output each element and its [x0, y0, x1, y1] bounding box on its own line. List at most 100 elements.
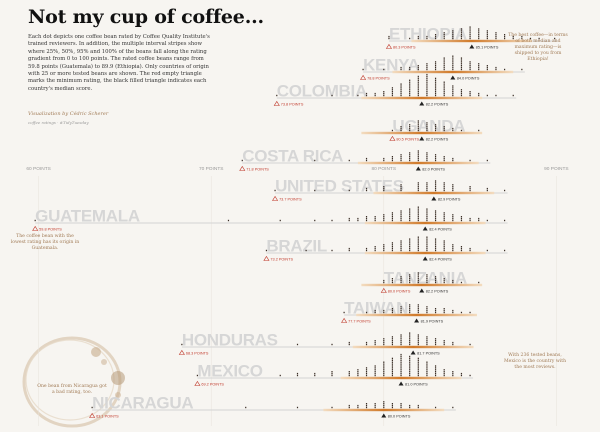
bean-dot: [452, 406, 454, 409]
bean-dot: [383, 404, 385, 407]
bean-dot: [426, 361, 428, 363]
bean-dot: [279, 374, 281, 377]
country-row-uganda: UGANDA 80.5 POINTS 82.2 POINTS: [361, 117, 483, 142]
bean-dot: [426, 240, 428, 242]
median-label: 80.0 POINTS: [388, 415, 411, 419]
bean-dot: [426, 126, 428, 128]
bean-dot: [417, 127, 419, 130]
country-name: NICARAGUA: [92, 394, 193, 413]
bean-dot: [417, 156, 419, 158]
bean-dot: [409, 372, 411, 375]
bean-dot: [409, 152, 411, 154]
bean-dot: [443, 219, 445, 222]
bean-dot: [452, 371, 454, 373]
bean-dot: [374, 404, 376, 407]
bean-dot: [383, 311, 385, 314]
bean-dot: [417, 152, 419, 154]
bean-dot: [434, 240, 437, 242]
bean-dot: [452, 159, 454, 162]
min-label: 78.8 POINTS: [367, 77, 390, 81]
min-triangle: [263, 255, 270, 261]
bean-dot: [443, 32, 445, 34]
bean-dot: [460, 217, 463, 220]
bean-dot: [383, 401, 385, 403]
bean-dot: [443, 156, 445, 158]
bean-dot: [348, 406, 350, 409]
bean-dot: [400, 308, 402, 310]
bean-dot: [478, 63, 480, 65]
median-triangle: [381, 413, 387, 418]
bean-dot: [460, 34, 463, 36]
bean-dot: [314, 374, 316, 377]
bean-dot: [400, 156, 402, 158]
bean-dot: [434, 219, 437, 222]
bean-dot: [409, 87, 411, 89]
bean-dot: [426, 216, 428, 218]
bean-dot: [391, 363, 394, 365]
bean-dot: [400, 353, 402, 356]
min-label: 80.0 POINTS: [388, 290, 411, 294]
bean-dot: [400, 404, 402, 407]
bean-dot: [452, 92, 454, 95]
bean-dot: [400, 186, 402, 188]
bean-dot: [426, 274, 428, 276]
bean-dot: [443, 81, 445, 83]
bean-dot: [426, 341, 428, 344]
bean-dot: [362, 68, 364, 71]
bean-dot: [460, 216, 463, 218]
bean-dot: [434, 279, 437, 282]
min-triangle: [178, 349, 185, 355]
bean-dot: [409, 332, 411, 334]
bean-dot: [417, 83, 419, 85]
bean-dot: [417, 238, 419, 240]
bean-dot: [452, 187, 454, 190]
bean-dot: [452, 189, 454, 192]
bean-dot: [469, 186, 471, 188]
bean-dot: [460, 65, 463, 67]
median-triangle: [414, 318, 420, 323]
bean-dot: [400, 334, 402, 336]
bean-dot: [434, 91, 437, 93]
bean-dot: [426, 35, 428, 38]
bean-dot: [365, 249, 368, 252]
bean-dot: [443, 217, 445, 220]
bean-dot: [400, 127, 402, 130]
bean-dot: [383, 216, 385, 218]
bean-dot: [478, 217, 480, 220]
bean-dot: [400, 92, 402, 95]
median-label: 82.2 POINTS: [426, 103, 449, 107]
bean-dot: [452, 216, 454, 218]
bean-dot: [365, 372, 368, 375]
bean-dot: [383, 340, 385, 342]
interval-stripe: [357, 161, 479, 165]
bean-dot: [452, 309, 454, 312]
bean-dot: [417, 157, 419, 160]
country-row-tanzania: TANZANIA 80.0 POINTS 82.2 POINTS: [361, 269, 483, 294]
interval-stripe: [392, 70, 514, 74]
bean-dot: [391, 336, 394, 338]
bean-dot: [452, 85, 454, 87]
bean-dot: [409, 341, 411, 344]
bean-dot: [452, 68, 454, 71]
bean-dot: [426, 152, 428, 154]
bean-dot: [452, 55, 454, 57]
bean-dot: [374, 341, 376, 344]
bean-dot: [400, 66, 402, 69]
bean-dot: [400, 210, 402, 212]
bean-dot: [426, 247, 428, 250]
bean-dot: [374, 403, 376, 405]
bean-dot: [443, 85, 445, 87]
bean-dot: [434, 214, 437, 216]
bean-dot: [391, 404, 394, 407]
bean-dot: [434, 182, 437, 184]
bean-dot: [409, 217, 411, 220]
bean-dot: [391, 343, 394, 346]
bean-dot: [443, 63, 445, 65]
bean-dot: [383, 249, 385, 252]
bean-dot: [181, 343, 183, 346]
bean-dot: [391, 361, 394, 363]
bean-dot: [469, 66, 471, 69]
bean-dot: [469, 311, 471, 314]
bean-dot: [348, 371, 350, 373]
bean-dot: [417, 309, 419, 312]
